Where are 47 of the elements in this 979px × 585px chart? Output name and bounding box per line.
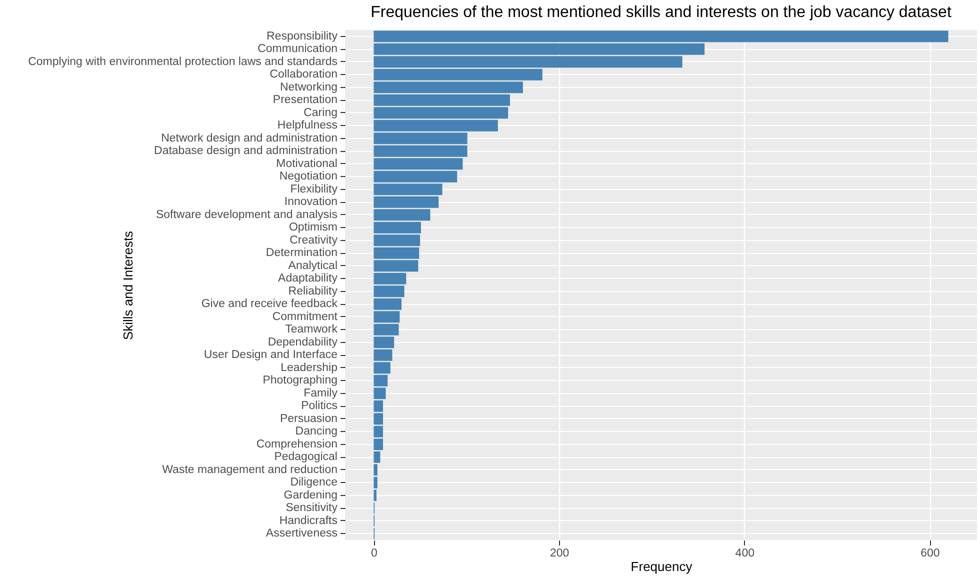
y-tick-label: Responsibility: [266, 30, 338, 42]
y-tick-label: Teamwork: [285, 324, 338, 336]
y-tick-label: Innovation: [284, 196, 338, 208]
x-axis-title: Frequency: [630, 559, 693, 574]
y-tick-label: Optimism: [288, 222, 338, 234]
x-tick-label: 200: [550, 548, 570, 560]
y-tick-label: Give and receive feedback: [201, 298, 338, 310]
y-tick-label: User Design and Interface: [204, 349, 338, 362]
y-axis-title: Skills and Interests: [120, 230, 136, 340]
y-tick-label: Communication: [258, 43, 338, 56]
y-tick-label: Helpfulness: [277, 120, 338, 132]
y-tick-label: Database design and administration: [154, 145, 338, 158]
y-tick-label: Assertiveness: [266, 528, 338, 540]
y-tick-label: Creativity: [290, 234, 338, 246]
x-tick-label: 600: [920, 548, 940, 560]
y-tick-label: Reliability: [288, 285, 338, 298]
y-tick-label: Negotiation: [279, 170, 338, 183]
chart-title: Frequencies of the most mentioned skills and interests on the job vacancy dataset: [370, 4, 952, 21]
y-tick-label: Gardening: [284, 489, 338, 502]
y-tick-label: Complying with environmental protection laws and standards: [28, 56, 338, 68]
y-tick-label: Leadership: [280, 362, 338, 374]
y-tick-label: Family: [304, 387, 338, 400]
y-tick-label: Pedagogical: [274, 451, 338, 464]
y-tick-label: Caring: [304, 106, 338, 119]
y-tick-label: Flexibility: [290, 183, 338, 196]
y-tick-label: Motivational: [276, 158, 338, 170]
y-tick-label: Network design and administration: [161, 132, 338, 144]
y-tick-label: Commitment: [272, 310, 338, 323]
y-tick-label: Software development and analysis: [156, 208, 338, 221]
y-tick-label: Politics: [301, 400, 338, 412]
y-tick-label: Analytical: [288, 260, 338, 272]
x-tick-label: 0: [371, 548, 378, 560]
y-tick-label: Waste management and reduction: [162, 464, 338, 476]
y-tick-label: Photographing: [262, 374, 338, 387]
y-tick-label: Diligence: [290, 476, 338, 489]
y-tick-label: Persuasion: [280, 412, 338, 425]
y-tick-label: Comprehension: [256, 438, 338, 450]
y-tick-label: Dependability: [268, 336, 338, 348]
y-tick-label: Collaboration: [270, 68, 338, 81]
x-tick-label: 400: [735, 548, 754, 560]
y-tick-label: Adaptability: [278, 272, 338, 285]
y-tick-label: Presentation: [272, 94, 338, 106]
y-tick-label: Dancing: [295, 426, 338, 438]
y-tick-label: Sensitivity: [286, 502, 338, 514]
y-tick-label: Handicrafts: [279, 514, 338, 527]
y-tick-label: Networking: [280, 81, 338, 94]
y-tick-label: Determination: [266, 247, 338, 260]
